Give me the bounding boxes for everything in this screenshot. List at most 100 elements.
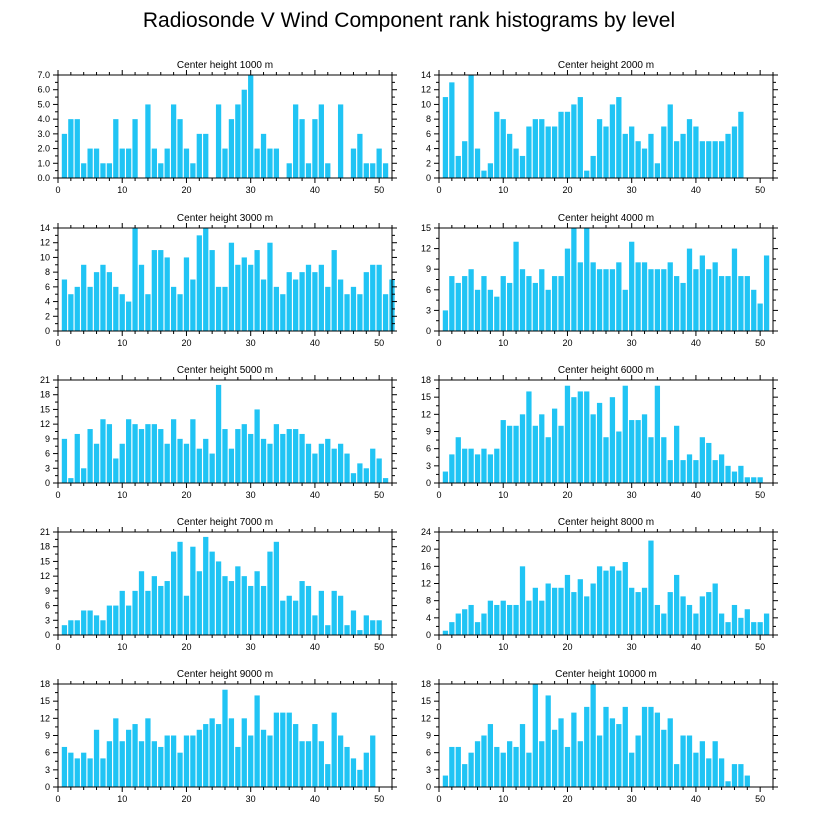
- histogram-bar: [577, 391, 583, 483]
- x-tick-label: 50: [755, 642, 765, 652]
- histogram-bar: [558, 587, 564, 635]
- histogram-panel: Center height 5000 m 0 3 6 9 12 15 18 21 0 10 20 30 4…: [40, 365, 397, 500]
- histogram-bar: [654, 385, 661, 483]
- histogram-bar: [350, 286, 357, 331]
- histogram-bar: [590, 684, 596, 787]
- y-tick-label: 0: [45, 478, 50, 488]
- x-tick-label: 20: [562, 185, 572, 195]
- histogram-bar: [93, 615, 100, 635]
- histogram-bar: [273, 712, 280, 787]
- histogram-bar: [61, 746, 68, 787]
- histogram-bar: [603, 269, 609, 331]
- histogram-bar: [481, 735, 487, 787]
- y-tick-label: 8: [426, 114, 431, 124]
- histogram-bar: [267, 551, 273, 635]
- x-tick-label: 30: [246, 338, 256, 348]
- histogram-bar: [357, 463, 363, 483]
- histogram-bar: [61, 625, 68, 635]
- histogram-bar: [545, 437, 551, 483]
- histogram-bar: [680, 596, 686, 636]
- histogram-bar: [228, 242, 235, 331]
- histogram-bar: [241, 718, 247, 787]
- histogram-bar: [81, 610, 87, 635]
- histogram-bar: [235, 746, 241, 787]
- histogram-bar: [305, 264, 312, 331]
- y-tick-label: 0: [426, 478, 431, 488]
- histogram-bar: [337, 735, 344, 787]
- panel-title: Center height 7000 m: [177, 517, 273, 528]
- x-tick-label: 30: [627, 642, 637, 652]
- histogram-bar: [462, 141, 468, 178]
- histogram-bar: [494, 296, 500, 331]
- histogram-bar: [442, 471, 449, 483]
- histogram-bar: [693, 752, 699, 787]
- histogram-bar: [513, 746, 519, 787]
- histogram-bar: [293, 429, 299, 483]
- histogram-bar: [449, 276, 455, 331]
- histogram-bar: [551, 276, 558, 331]
- histogram-bar: [622, 562, 628, 635]
- histogram-bar: [648, 706, 654, 787]
- histogram-bar: [183, 595, 190, 635]
- histogram-bar: [571, 228, 577, 331]
- histogram-bar: [357, 769, 363, 787]
- histogram-bar: [481, 276, 487, 331]
- histogram-bar: [215, 724, 222, 787]
- histogram-panel: Center height 8000 m 0 4 8 12 16 20 24 0 10 20 30 40…: [421, 517, 778, 652]
- histogram-bar: [273, 148, 280, 178]
- histogram-bar: [222, 429, 228, 483]
- histogram-bar: [680, 460, 686, 483]
- histogram-bar: [158, 746, 164, 787]
- histogram-bar: [126, 419, 132, 483]
- histogram-bar: [532, 282, 538, 331]
- y-tick-label: 3: [45, 765, 50, 775]
- histogram-bar: [706, 758, 712, 787]
- histogram-bar: [113, 119, 119, 178]
- histogram-bar: [507, 133, 513, 178]
- histogram-bar: [667, 104, 673, 178]
- y-tick-label: 0: [426, 782, 431, 792]
- x-tick-label: 20: [181, 338, 191, 348]
- histogram-bar: [648, 269, 654, 331]
- histogram-bar: [494, 746, 500, 787]
- histogram-bar: [164, 148, 170, 178]
- histogram-bar: [318, 443, 324, 483]
- histogram-bar: [87, 429, 93, 483]
- histogram-bar: [93, 729, 100, 787]
- histogram-bar: [382, 294, 389, 331]
- histogram-bar: [203, 228, 209, 331]
- histogram-bar: [254, 250, 260, 331]
- y-tick-label: 15: [40, 556, 50, 566]
- histogram-bar: [318, 104, 324, 178]
- histogram-bar: [712, 741, 718, 787]
- x-tick-label: 50: [755, 490, 765, 500]
- histogram-bar: [215, 104, 222, 178]
- histogram-bar: [190, 419, 196, 483]
- histogram-bar: [725, 133, 731, 178]
- histogram-bar: [241, 257, 247, 331]
- histogram-bar: [648, 540, 654, 635]
- y-tick-label: 0: [45, 782, 50, 792]
- histogram-bar: [680, 282, 686, 331]
- histogram-bar: [68, 752, 74, 787]
- histogram-bar: [100, 419, 106, 483]
- histogram-bar: [455, 746, 461, 787]
- histogram-bar: [513, 148, 519, 178]
- x-tick-label: 0: [436, 490, 441, 500]
- histogram-bar: [699, 255, 705, 331]
- x-tick-label: 10: [498, 338, 508, 348]
- histogram-bar: [331, 250, 337, 331]
- histogram-bar: [616, 724, 622, 787]
- histogram-bar: [629, 241, 635, 331]
- x-tick-label: 30: [246, 185, 256, 195]
- histogram-bar: [177, 294, 183, 331]
- histogram-bar: [248, 735, 254, 787]
- y-tick-label: 10: [421, 99, 431, 109]
- y-tick-label: 0: [426, 173, 431, 183]
- histogram-bar: [337, 443, 344, 483]
- histogram-bar: [196, 235, 202, 331]
- y-tick-label: 15: [421, 392, 431, 402]
- histogram-bar: [442, 310, 449, 331]
- histogram-bar: [325, 438, 331, 483]
- histogram-bar: [468, 448, 474, 483]
